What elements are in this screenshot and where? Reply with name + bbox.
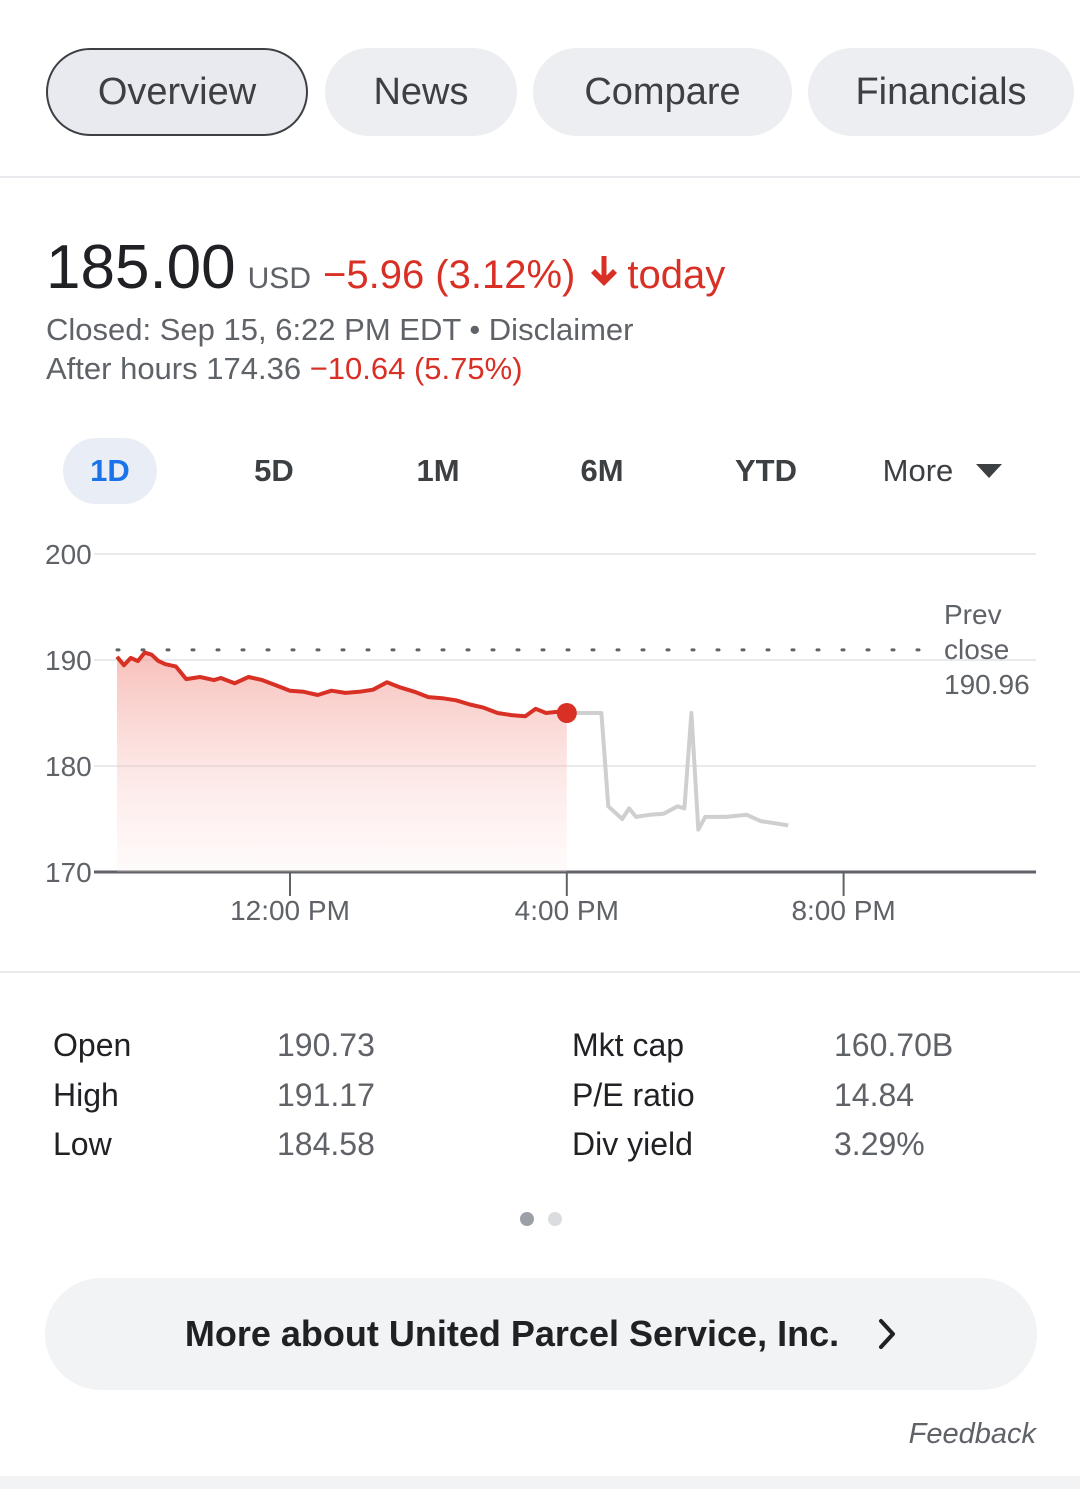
stat-open-value: 190.73 (277, 1027, 375, 1063)
y-tick-label: 170 (45, 857, 92, 888)
chevron-right-icon (877, 1318, 897, 1350)
range-ytd[interactable]: YTD (735, 453, 797, 488)
disclaimer-link[interactable]: Disclaimer (488, 312, 634, 347)
after-hours-price: After hours 174.36 (46, 351, 302, 386)
x-tick-label: 12:00 PM (230, 895, 350, 926)
x-tick-label: 8:00 PM (791, 895, 895, 926)
range-more-label: More (882, 453, 954, 488)
pager-dot-2[interactable] (548, 1212, 562, 1226)
y-tick-label: 180 (45, 751, 92, 782)
section-divider (0, 971, 1080, 973)
x-tick-label: 4:00 PM (515, 895, 619, 926)
stat-high-label: High (53, 1077, 119, 1113)
separator: • (460, 312, 489, 347)
range-more-dropdown[interactable]: More (868, 438, 1018, 504)
price-row: 185.00 USD −5.96 (3.12%) today (46, 232, 725, 303)
arrow-down-icon (589, 254, 619, 293)
after-hours-info: After hours 174.36 −10.64 (5.75%) (46, 351, 523, 387)
range-6m[interactable]: 6M (580, 453, 624, 488)
stat-high-value: 191.17 (277, 1077, 375, 1113)
price-change: −5.96 (3.12%) (322, 253, 576, 297)
more-about-label: More about United Parcel Service, Inc. (184, 1313, 840, 1354)
stat-mktcap-label: Mkt cap (572, 1027, 685, 1063)
stat-mktcap-value: 160.70B (834, 1027, 954, 1063)
closed-info: Closed: Sep 15, 6:22 PM EDT • Disclaimer (46, 312, 633, 348)
tab-bar: Overview News Compare Financials (0, 0, 1080, 178)
prev-close-value: 190.96 (944, 669, 1030, 700)
stat-divyield-value: 3.29% (834, 1126, 925, 1162)
regular-session-area (117, 652, 567, 872)
range-1d[interactable]: 1D (63, 438, 157, 504)
current-price: 185.00 (46, 233, 236, 302)
range-1m[interactable]: 1M (416, 453, 460, 488)
pager-dot-1[interactable] (520, 1212, 534, 1226)
tab-compare[interactable]: Compare (533, 48, 792, 136)
tab-news[interactable]: News (325, 48, 517, 136)
stat-low-label: Low (53, 1126, 112, 1162)
y-tick-label: 200 (45, 539, 92, 570)
after-hours-line (566, 711, 789, 832)
prev-close-label-line1: Prev (944, 599, 1002, 630)
range-5d[interactable]: 5D (254, 453, 294, 488)
pager-dots (520, 1212, 562, 1226)
prev-close-label-line2: close (944, 634, 1009, 665)
after-hours-change: −10.64 (5.75%) (309, 351, 523, 386)
tab-overview[interactable]: Overview (46, 48, 308, 136)
today-label: today (627, 253, 726, 297)
y-tick-label: 190 (45, 645, 92, 676)
bottom-bar (0, 1476, 1080, 1489)
last-price-marker (556, 703, 577, 723)
feedback-link[interactable]: Feedback (908, 1418, 1036, 1450)
tab-financials[interactable]: Financials (808, 48, 1074, 136)
stat-divyield-label: Div yield (572, 1126, 693, 1162)
stat-open-label: Open (53, 1027, 132, 1063)
stat-pe-value: 14.84 (834, 1077, 915, 1113)
stat-low-value: 184.58 (277, 1126, 375, 1162)
stat-pe-label: P/E ratio (572, 1077, 695, 1113)
dropdown-triangle-icon (975, 463, 1003, 479)
regular-session-line (115, 650, 568, 719)
currency: USD (247, 262, 311, 295)
closed-time: Closed: Sep 15, 6:22 PM EDT (46, 312, 461, 347)
more-about-button[interactable]: More about United Parcel Service, Inc. (45, 1278, 1037, 1390)
